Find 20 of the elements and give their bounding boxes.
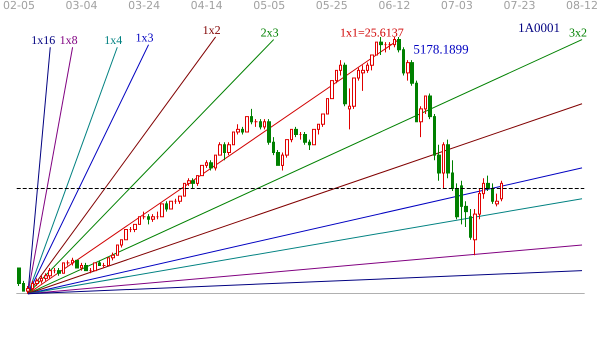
x-tick-label: 03-24: [128, 0, 160, 12]
series-label: 1x3: [136, 30, 154, 45]
x-tick-label: 03-04: [66, 0, 98, 12]
x-tick-label: 06-12: [378, 0, 410, 12]
series-label: 1x4: [104, 33, 122, 48]
series-label: 1x8: [60, 33, 78, 48]
series-label: 3x2: [569, 26, 588, 40]
annotation: 5178.1899: [413, 41, 469, 56]
series-label: 2x3: [260, 26, 279, 40]
x-tick-label: 08-12: [566, 0, 598, 12]
series-label: 1x1=25.6137: [340, 26, 404, 40]
x-tick-label: 05-05: [253, 0, 286, 12]
x-tick-label: 04-14: [190, 0, 223, 12]
x-tick-label: 02-05: [2, 0, 35, 12]
series-label: 1x2: [202, 22, 221, 37]
x-tick-label: 05-25: [316, 0, 348, 12]
x-tick-label: 07-03: [440, 0, 473, 12]
series-label: 1x16: [31, 33, 56, 48]
chart-title: 1A0001: [518, 20, 560, 35]
x-tick-label: 07-23: [503, 0, 536, 12]
